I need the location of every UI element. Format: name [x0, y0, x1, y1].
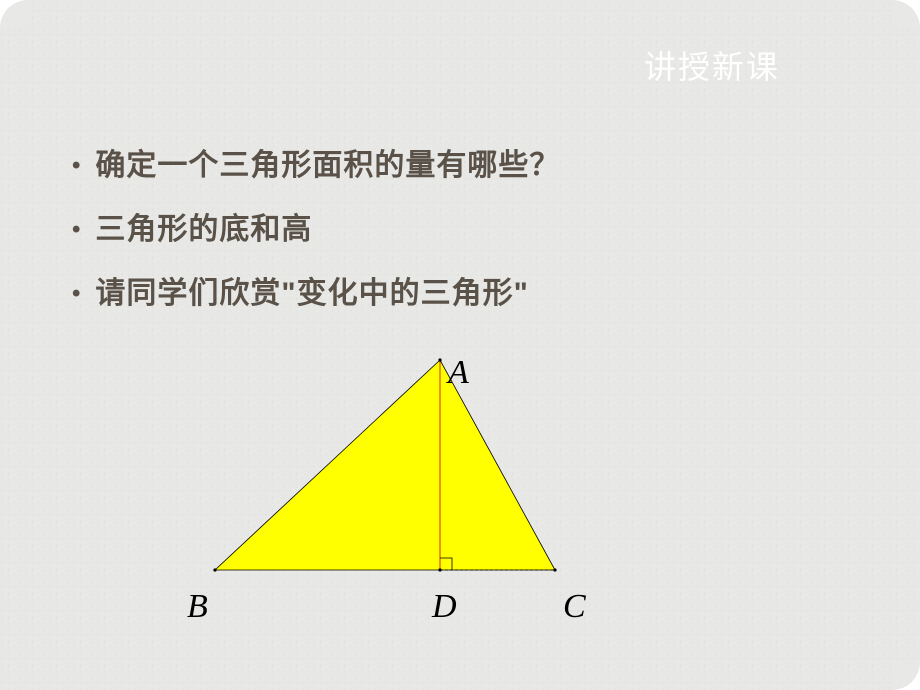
- triangle-fill: [215, 360, 555, 570]
- vertex-label-d: D: [432, 588, 457, 626]
- section-header: 讲授新课: [644, 42, 780, 88]
- vertex-label-c: C: [563, 588, 586, 626]
- vertex-label-b: B: [187, 588, 208, 626]
- bullet-item: • 确定一个三角形面积的量有哪些？: [72, 140, 840, 184]
- content-list: • 确定一个三角形面积的量有哪些？ • 三角形的底和高 • 请同学们欣赏"变化中…: [72, 140, 840, 332]
- bullet-text: 确定一个三角形面积的量有哪些？: [95, 140, 560, 184]
- vertex-point: [553, 568, 556, 571]
- slide-corner: [892, 662, 920, 690]
- vertex-point: [438, 568, 441, 571]
- vertex-point: [438, 358, 441, 361]
- bullet-item: • 请同学们欣赏"变化中的三角形": [72, 268, 840, 312]
- bullet-item: • 三角形的底和高: [72, 204, 840, 248]
- triangle-diagram: A B C D: [140, 340, 640, 650]
- bullet-marker-icon: •: [72, 215, 81, 245]
- slide-corner: [892, 0, 920, 28]
- vertex-point: [213, 568, 216, 571]
- bullet-marker-icon: •: [72, 151, 81, 181]
- bullet-text: 请同学们欣赏"变化中的三角形": [95, 268, 528, 312]
- bullet-marker-icon: •: [72, 279, 81, 309]
- bullet-text: 三角形的底和高: [95, 204, 312, 248]
- slide-corner: [0, 0, 28, 28]
- vertex-label-a: A: [448, 354, 469, 392]
